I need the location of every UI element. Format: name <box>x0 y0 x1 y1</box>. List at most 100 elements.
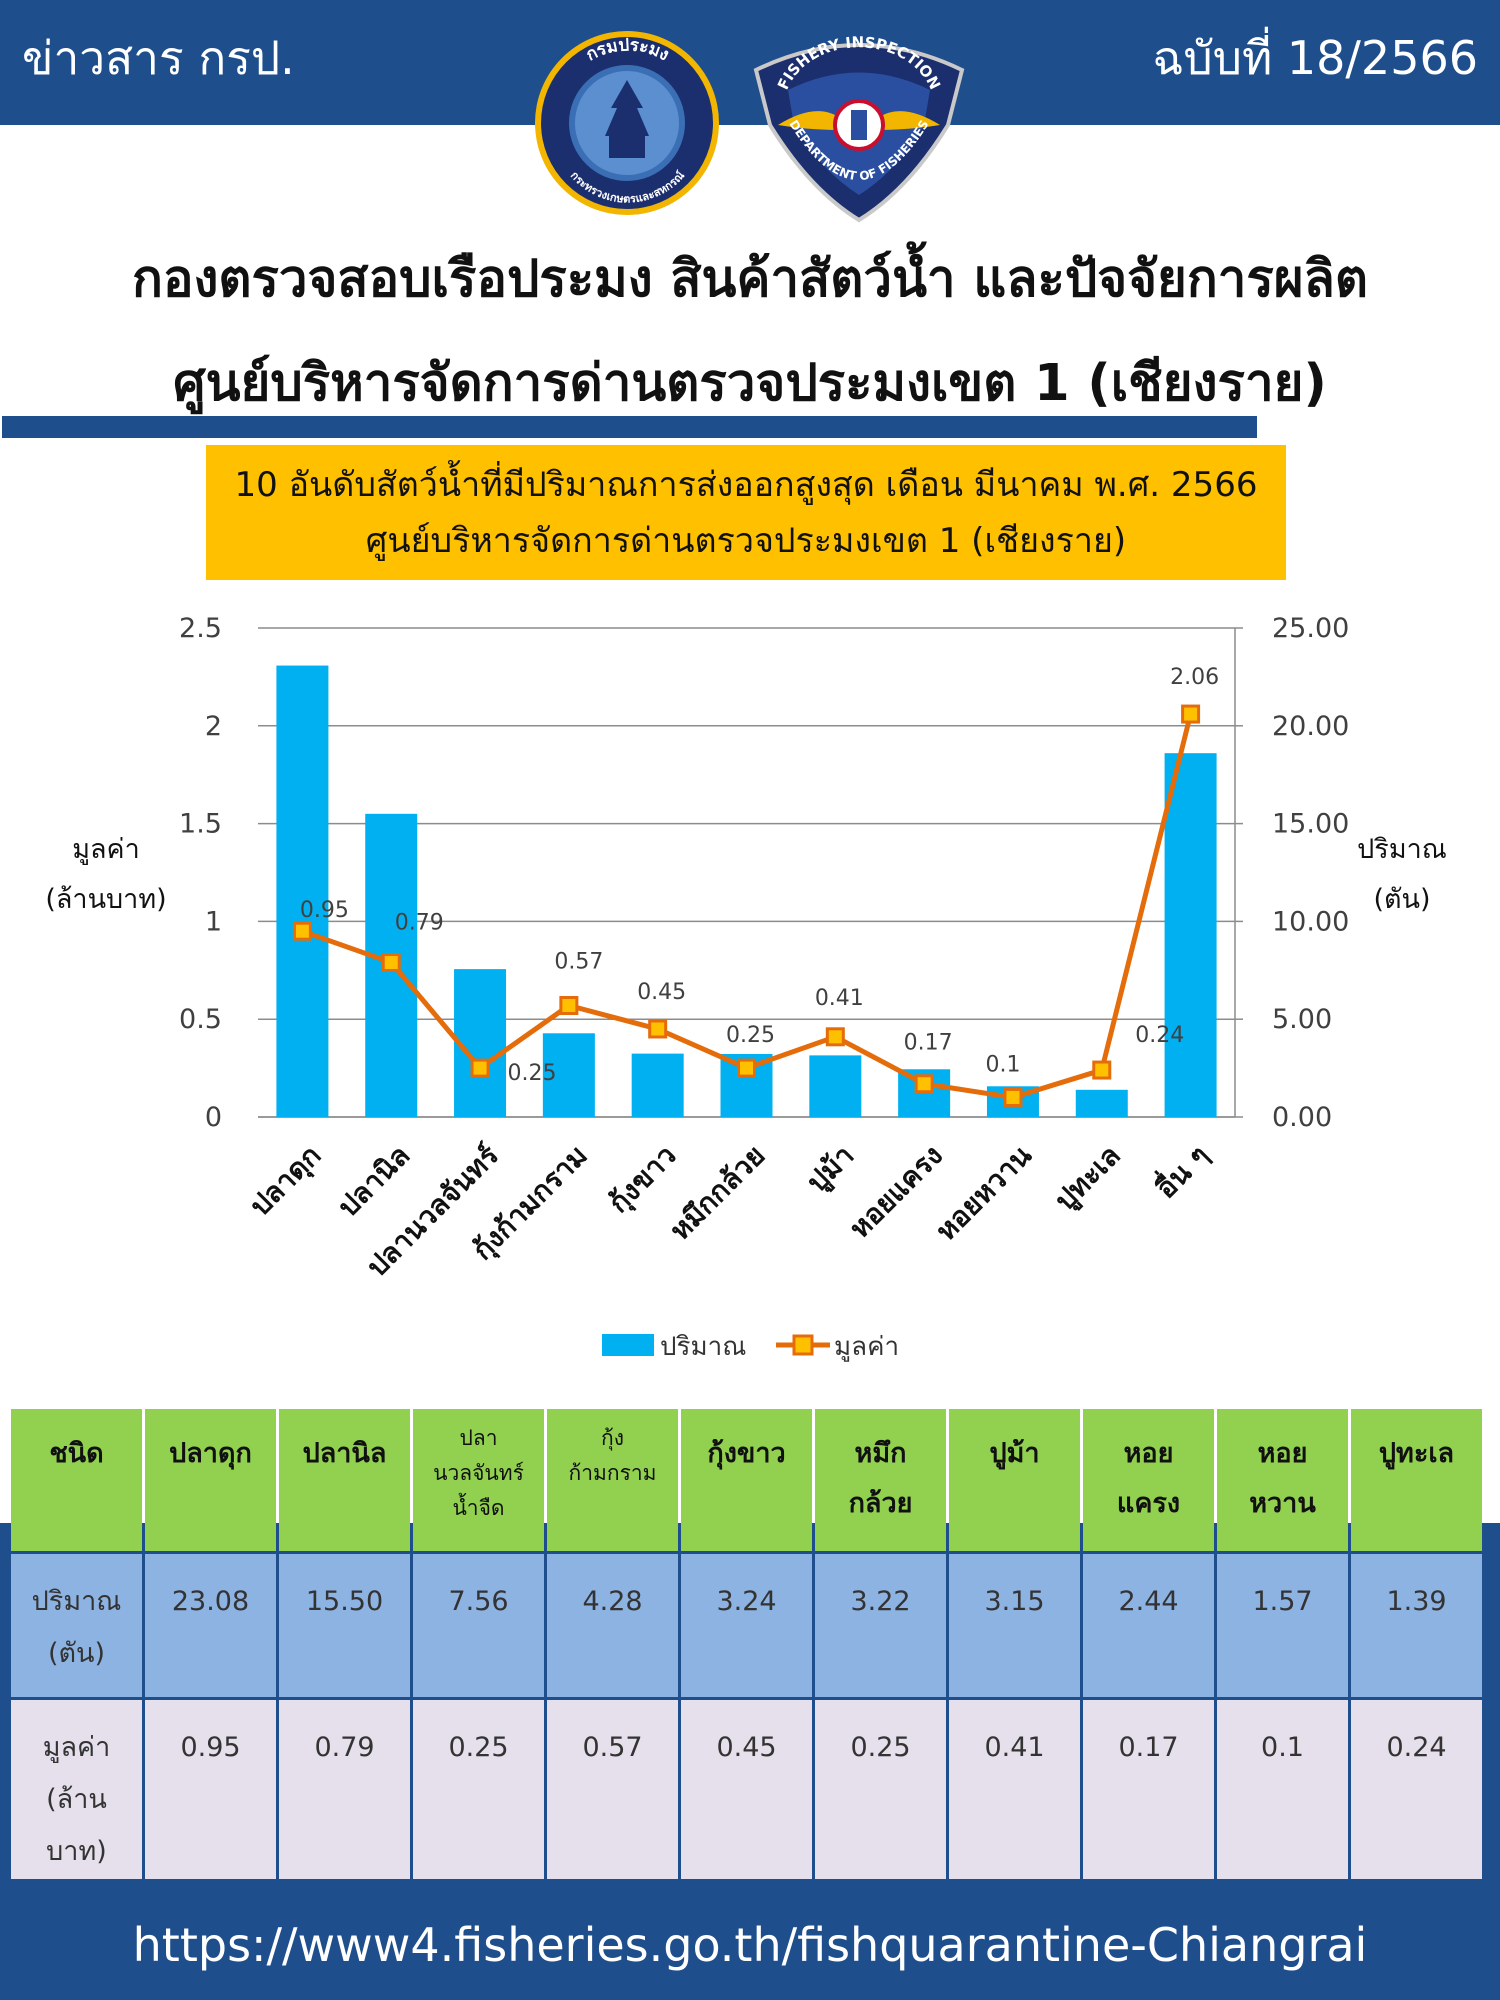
table-cell-quantity: 15.50 <box>279 1554 410 1697</box>
table-row-label-value: มูลค่า (ล้านบาท) <box>11 1700 142 1879</box>
table-cell-quantity: 1.57 <box>1217 1554 1348 1697</box>
table-header-cell: ปูทะเล <box>1351 1409 1482 1551</box>
y-tick-label-left: 0 <box>205 1102 222 1133</box>
table-cell-value: 0.45 <box>681 1700 812 1879</box>
table-header-cell: กุ้ง ก้ามกราม <box>547 1409 678 1551</box>
line-point <box>1003 1087 1023 1107</box>
cell-line: ปริมาณ <box>31 1586 122 1617</box>
y-tick-label-right: 20.00 <box>1272 711 1349 742</box>
cell-line: บาท) <box>46 1836 107 1867</box>
y-tick-label-right: 0.00 <box>1272 1102 1332 1133</box>
table-row-quantity: ปริมาณ (ตัน) 23.08 15.50 7.56 4.28 3.24 3.22 3.… <box>11 1554 1482 1697</box>
page-title-line1: กองตรวจสอบเรือประมง สินค้าสัตว์น้ำ และปั… <box>131 250 1369 309</box>
line-point <box>825 1027 845 1047</box>
data-label: 0.25 <box>508 1061 557 1086</box>
x-tick-label: หอยหวาน <box>929 1139 1038 1248</box>
cell-line: (ตัน) <box>47 1638 106 1669</box>
bar <box>1164 753 1217 1117</box>
x-tick-label: กุ้งขาว <box>602 1139 683 1220</box>
data-label: 0.41 <box>815 986 864 1011</box>
x-tick-label: ปูม้า <box>800 1139 861 1200</box>
line-point <box>914 1074 934 1094</box>
line-point <box>559 996 579 1016</box>
line-point <box>737 1058 756 1078</box>
data-label: 2.06 <box>1170 665 1219 690</box>
table-header-cell: หอยแครง <box>1083 1409 1214 1551</box>
y-tick-label-right: 5.00 <box>1272 1004 1332 1035</box>
x-tick-label: ปลานิล <box>331 1139 416 1224</box>
legend-marker-value <box>792 1334 814 1356</box>
header-bar: ข่าวสาร กรป. ฉบับที่ 18/2566 <box>0 0 1500 125</box>
table-cell-quantity: 1.39 <box>1351 1554 1482 1697</box>
data-label: 0.24 <box>1135 1023 1184 1048</box>
data-label: 0.17 <box>904 1031 953 1056</box>
y-tick-label-right: 25.00 <box>1272 613 1349 644</box>
table-header-cell: ปลาดุก <box>145 1409 276 1551</box>
data-label: 0.45 <box>637 980 686 1005</box>
cell-line: ปลา <box>459 1426 498 1450</box>
cell-line: กล้วย <box>848 1488 913 1519</box>
line-point <box>470 1058 490 1078</box>
data-label: 0.57 <box>554 950 603 975</box>
cell-line: (ล้าน <box>46 1784 107 1815</box>
legend-label-value: มูลค่า <box>834 1332 899 1362</box>
data-table-panel: ชนิด ปลาดุก ปลานิล ปลานวลจันทร์น้ำจืด กุ้งก… <box>0 1403 1500 1890</box>
line-point <box>1092 1060 1112 1080</box>
cell-line: หอย <box>1257 1438 1308 1469</box>
combo-chart: 0 0.5 1 1.5 2 2.5 0.00 5.00 10.00 15.00 20.00 25.00… <box>45 613 1447 1362</box>
cell-line: ปลานิล <box>302 1438 387 1469</box>
y-tick-label-right: 10.00 <box>1272 906 1349 937</box>
table-cell-quantity: 23.08 <box>145 1554 276 1697</box>
newsletter-label: ข่าวสาร กรป. <box>22 31 295 85</box>
fishery-inspection-badge-logo: FISHERY INSPECTION DEPARTMENT OF FISHERI… <box>753 33 965 223</box>
cell-line: ปูทะเล <box>1378 1438 1455 1469</box>
cell-line: กุ้งขาว <box>707 1438 786 1469</box>
cell-line: มูลค่า <box>42 1732 111 1763</box>
line-point <box>292 921 312 941</box>
cell-line: แครง <box>1116 1488 1181 1519</box>
y-tick-label-left: 1 <box>205 906 222 937</box>
footer-bar: https://www4.fisheries.go.th/fishquarant… <box>0 1890 1500 2000</box>
cell-line: ปลาดุก <box>169 1438 252 1469</box>
bar <box>809 1055 862 1117</box>
page-title-line2: ศูนย์บริหารจัดการด่านตรวจประมงเขต 1 (เชี… <box>173 354 1327 413</box>
line-point <box>381 952 401 972</box>
line-point <box>1181 704 1201 724</box>
table-header-cell: หอย หวาน <box>1217 1409 1348 1551</box>
table-cell-value: 0.25 <box>413 1700 544 1879</box>
table-cell-quantity: 3.24 <box>681 1554 812 1697</box>
table-cell-quantity: 2.44 <box>1083 1554 1214 1697</box>
table-cell-value: 0.25 <box>815 1700 946 1879</box>
data-label: 0.1 <box>985 1052 1020 1077</box>
table-header-label: ชนิด <box>11 1409 142 1551</box>
cell-line: หอย <box>1123 1438 1174 1469</box>
y-axis-title-right-line1: ปริมาณ <box>1357 834 1447 865</box>
table-header-cell: หมึก กล้วย <box>815 1409 946 1551</box>
issue-label: ฉบับที่ 18/2566 <box>1152 31 1478 85</box>
table-cell-value: 0.17 <box>1083 1700 1214 1879</box>
title-divider <box>2 416 1257 438</box>
x-tick-label: ปูทะเล <box>1048 1139 1127 1218</box>
x-tick-label: อื่น ๆ <box>1146 1136 1215 1205</box>
cell-line: น้ำจืด <box>452 1496 505 1520</box>
website-url[interactable]: https://www4.fisheries.go.th/fishquarant… <box>132 1918 1368 1972</box>
cell-line: นวลจันทร์ <box>433 1461 524 1485</box>
data-label: 0.79 <box>395 910 444 935</box>
cell-line: ปูม้า <box>989 1438 1040 1469</box>
bar <box>454 969 507 1117</box>
table-cell-value: 0.95 <box>145 1700 276 1879</box>
table-cell-value: 0.1 <box>1217 1700 1348 1879</box>
y-tick-label-left: 2.5 <box>179 613 222 644</box>
table-row-label-quantity: ปริมาณ (ตัน) <box>11 1554 142 1697</box>
legend-swatch-quantity <box>602 1334 654 1356</box>
department-seal-logo: กรมประมง กระทรวงเกษตรและสหกรณ์ <box>535 31 719 215</box>
legend-label-quantity: ปริมาณ <box>660 1332 746 1362</box>
chart-subtitle: ศูนย์บริหารจัดการด่านตรวจประมงเขต 1 (เชี… <box>365 521 1127 561</box>
chart-title-box: 10 อันดับสัตว์น้ำที่มีปริมาณการส่งออกสูง… <box>206 445 1286 580</box>
chart-title: 10 อันดับสัตว์น้ำที่มีปริมาณการส่งออกสูง… <box>234 465 1258 505</box>
bar <box>276 665 329 1117</box>
table-cell-value: 0.41 <box>949 1700 1080 1879</box>
y-tick-label-right: 15.00 <box>1272 809 1349 840</box>
bar <box>1075 1089 1128 1117</box>
table-header-cell: ปูม้า <box>949 1409 1080 1551</box>
